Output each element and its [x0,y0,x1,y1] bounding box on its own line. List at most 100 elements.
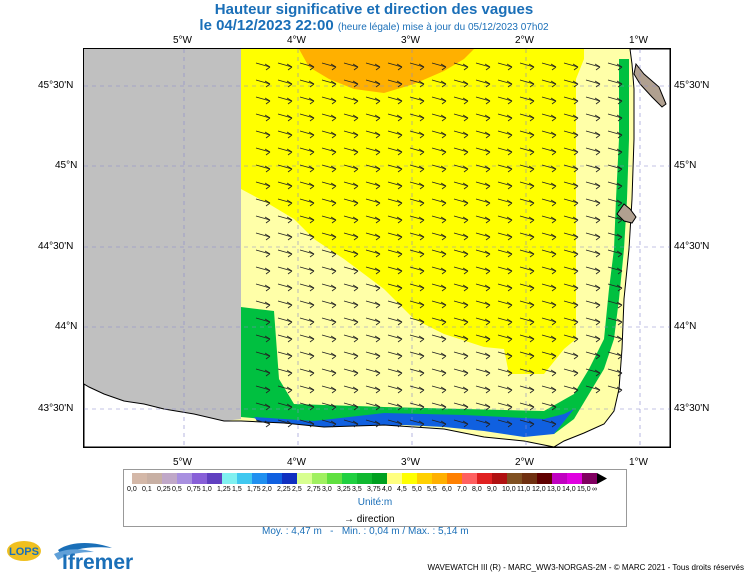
wave-direction-arrow [475,334,491,343]
wave-direction-arrow [519,164,535,173]
wave-direction-arrow [607,96,623,105]
wave-direction-arrow [519,317,535,326]
wave-direction-arrow [365,351,381,360]
wave-direction-arrow [585,385,601,394]
wave-direction-arrow [277,317,293,326]
wave-direction-arrow [541,96,557,105]
wave-direction-arrow [255,317,271,326]
wave-direction-arrow [365,113,381,122]
wave-direction-arrow [475,164,491,173]
wave-direction-arrow [277,96,293,105]
legend-swatch [207,473,222,484]
wave-direction-arrow [431,283,447,292]
wave-height-map[interactable] [83,48,671,448]
lat-label-left: 43°30'N [38,403,74,414]
wave-direction-arrow [541,283,557,292]
wave-direction-arrow [431,198,447,207]
wave-direction-arrow [431,351,447,360]
wave-direction-arrow [497,351,513,360]
legend-value: 1,5 [232,486,242,493]
ifremer-logo-mark [54,543,112,560]
wave-direction-arrow [453,283,469,292]
wave-direction-arrow [607,113,623,122]
wave-direction-arrow [497,147,513,156]
sea-orange-zone [299,49,474,93]
legend-value: 0,25 [157,486,171,493]
wave-direction-arrow [563,198,579,207]
legend-swatch [267,473,282,484]
wave-direction-arrow [519,130,535,139]
wave-direction-arrow [585,113,601,122]
legend-swatch [417,473,432,484]
wave-direction-arrow [541,266,557,275]
wave-direction-arrow [475,198,491,207]
legend-value: 14,0 [562,486,576,493]
legend-value: 7,0 [457,486,467,493]
legend-value: 5,0 [412,486,422,493]
legend-swatch [372,473,387,484]
wave-direction-arrow [585,232,601,241]
wave-direction-arrow [541,164,557,173]
legend-swatch [192,473,207,484]
wave-direction-arrow [343,334,359,343]
credit-line: WAVEWATCH III (R) - MARC_WW3-NORGAS-2M -… [427,563,744,572]
wave-direction-arrow [299,79,315,88]
wave-direction-arrow [431,300,447,309]
wave-direction-arrow [321,317,337,326]
wave-direction-arrow [519,181,535,190]
map-date-line: le 04/12/2023 22:00 (heure légale) mise … [0,17,748,34]
wave-direction-arrow [277,300,293,309]
wave-direction-arrow [321,385,337,394]
wave-direction-arrow [497,266,513,275]
lat-label-left: 44°30'N [38,241,74,252]
wave-direction-arrow [431,368,447,377]
legend-swatch [177,473,192,484]
wave-direction-arrow [475,419,491,428]
wave-direction-arrow [409,113,425,122]
wave-direction-arrow [409,402,425,411]
wave-direction-arrow [519,300,535,309]
wave-direction-arrow [387,130,403,139]
wave-direction-arrow [365,96,381,105]
lat-label-left: 45°30'N [38,80,74,91]
stats-line: Moy. : 4,47 m - Min. : 0,04 m / Max. : 5… [262,526,469,537]
wave-direction-arrow [343,402,359,411]
wave-direction-arrow [497,368,513,377]
wave-direction-arrow [431,385,447,394]
wave-direction-arrow [277,385,293,394]
wave-direction-arrow [431,96,447,105]
legend-swatch [447,473,462,484]
legend-swatch [312,473,327,484]
wave-direction-arrow [475,147,491,156]
lat-label-left: 45°N [55,160,78,171]
legend-value: 4,0 [382,486,392,493]
wave-direction-arrow [409,198,425,207]
wave-direction-arrow [541,215,557,224]
wave-direction-arrow [277,249,293,258]
legend-swatch [552,473,567,484]
wave-direction-arrow [255,79,271,88]
legend-value: 2,75 [307,486,321,493]
lat-label-right: 44°N [674,321,697,332]
wave-direction-arrow [387,249,403,258]
wave-direction-arrow [453,215,469,224]
wave-direction-arrow [387,368,403,377]
wave-direction-arrow [431,266,447,275]
wave-direction-arrow [541,385,557,394]
legend-swatch [567,473,582,484]
wave-direction-arrow [343,351,359,360]
wave-direction-arrow [585,164,601,173]
wave-direction-arrow [365,130,381,139]
wave-direction-arrow [365,215,381,224]
coast-blue-band [254,409,574,437]
wave-direction-arrow [431,164,447,173]
wave-direction-arrow [409,130,425,139]
wave-direction-arrow [541,79,557,88]
wave-direction-arrow [343,300,359,309]
wave-direction-arrow [607,368,623,377]
wave-direction-arrow [585,266,601,275]
wave-direction-arrow [519,198,535,207]
wave-direction-arrow [453,198,469,207]
wave-direction-arrow [365,266,381,275]
wave-direction-arrow [497,232,513,241]
